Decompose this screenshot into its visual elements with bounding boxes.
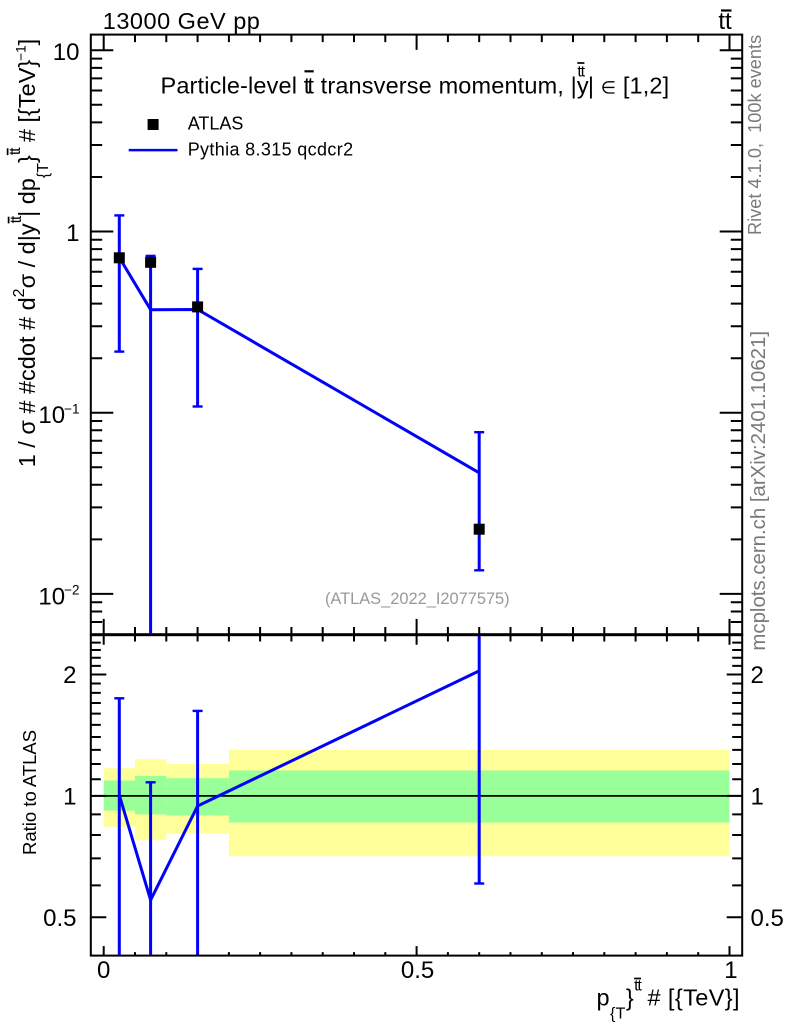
svg-text:2: 2: [63, 662, 76, 689]
svg-text:2: 2: [751, 662, 764, 689]
svg-text:Pythia 8.315 qcdcr2: Pythia 8.315 qcdcr2: [188, 139, 354, 159]
svg-text:0.5: 0.5: [401, 957, 434, 984]
svg-text:(ATLAS_2022_I2077575): (ATLAS_2022_I2077575): [325, 590, 510, 608]
svg-text:Particle-level tt transverse m: Particle-level tt transverse momentum, |…: [161, 63, 670, 98]
svg-text:10−2: 10−2: [38, 583, 79, 611]
svg-text:10: 10: [53, 39, 80, 66]
svg-text:1: 1: [66, 220, 79, 247]
svg-text:1: 1: [751, 783, 764, 810]
svg-text:tt: tt: [718, 8, 732, 35]
svg-text:ATLAS: ATLAS: [188, 113, 244, 133]
svg-text:10−1: 10−1: [38, 401, 79, 429]
svg-text:mcplots.cern.ch [arXiv:2401.10: mcplots.cern.ch [arXiv:2401.10621]: [748, 331, 770, 651]
svg-text:Rivet 4.1.0, 100k events: Rivet 4.1.0, 100k events: [745, 35, 765, 235]
svg-text:13000 GeV pp: 13000 GeV pp: [103, 8, 261, 34]
svg-text:0: 0: [97, 957, 110, 984]
svg-text:0.5: 0.5: [751, 905, 784, 932]
svg-text:0.5: 0.5: [43, 905, 76, 932]
svg-text:1: 1: [724, 957, 737, 984]
svg-text:1: 1: [63, 783, 76, 810]
svg-text:p{T}tt # [{TeV}]: p{T}tt # [{TeV}]: [596, 978, 740, 1023]
svg-text:Ratio to ATLAS: Ratio to ATLAS: [19, 730, 40, 855]
